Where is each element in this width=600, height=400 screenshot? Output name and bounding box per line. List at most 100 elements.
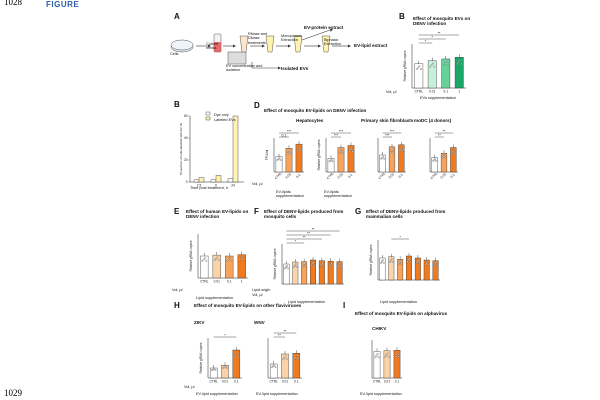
data-point xyxy=(451,152,453,154)
data-point xyxy=(213,259,216,262)
panel-a-culture: Culture media xyxy=(206,42,219,51)
data-point xyxy=(408,257,411,260)
x-tick-label: CTRL xyxy=(274,171,283,180)
data-point xyxy=(242,258,245,261)
panel-d-chart-modc: CTRL 0.01 0.1 **** xyxy=(430,129,458,180)
figure-heading: FIGURE xyxy=(46,0,80,9)
data-point xyxy=(399,260,402,263)
significance-label: ** xyxy=(443,129,446,133)
x-tick-label: CTRL xyxy=(326,171,335,180)
y-tick-label: 60 xyxy=(184,114,188,118)
significance-label: *** xyxy=(287,129,292,133)
data-point xyxy=(442,64,445,67)
centrifuge-icon xyxy=(227,51,247,65)
data-point xyxy=(387,355,390,358)
panel-b-title: Effect of mosquito EVs on DENV infection xyxy=(413,16,471,27)
data-point xyxy=(331,160,334,163)
panel-f-xlabel: Lipid supplementation xyxy=(288,300,325,304)
panel-g-xlabel: Lipid supplementation xyxy=(380,300,417,304)
data-point xyxy=(227,258,230,261)
panel-bb-chart: Proportion of cells labelled with EV, % 0… xyxy=(179,111,244,188)
data-point xyxy=(283,356,286,359)
data-point xyxy=(236,351,238,354)
data-point xyxy=(453,149,455,151)
data-point xyxy=(320,263,323,266)
data-point xyxy=(415,261,418,264)
x-tick-label: 0.1 xyxy=(295,173,301,179)
data-point xyxy=(435,261,437,264)
data-point xyxy=(287,151,290,153)
data-point xyxy=(401,146,403,149)
data-point xyxy=(426,261,429,263)
x-tick-label: 0.01 xyxy=(285,172,292,179)
data-point xyxy=(385,354,388,356)
data-point xyxy=(287,267,289,270)
panel-d-sub-0: Hepatocytes xyxy=(296,118,324,123)
panel-a-ev-conc: EV concentration and isolation xyxy=(226,64,263,73)
x-tick-label: 0.01 xyxy=(282,380,288,384)
data-point xyxy=(294,356,297,359)
data-point xyxy=(390,150,393,152)
data-point xyxy=(339,150,342,153)
bar xyxy=(301,261,308,285)
x-tick-label: 6 xyxy=(215,184,217,188)
bar xyxy=(232,115,239,183)
data-point xyxy=(319,265,322,267)
bar xyxy=(327,261,334,285)
panel-a-mono: Monophasic Extraction xyxy=(281,34,302,43)
x-tick-label: 1 xyxy=(458,90,460,94)
data-point xyxy=(375,354,378,357)
panel-h-label: H xyxy=(174,301,180,310)
data-point xyxy=(213,368,216,370)
y-tick-label: 0 xyxy=(186,180,188,184)
significance-label: ** xyxy=(303,235,306,239)
data-point xyxy=(350,147,353,149)
data-point xyxy=(351,150,354,153)
y-axis-label: Proportion of cells labelled with EV, % xyxy=(179,123,183,175)
bar xyxy=(210,179,217,183)
legend-swatch-dye xyxy=(205,111,211,116)
data-point xyxy=(433,264,436,266)
panel-d-chart-fib: CTRL 0.01 0.1 ****** xyxy=(378,129,406,180)
significance-label: *** xyxy=(334,133,339,137)
data-point xyxy=(321,262,324,264)
bar xyxy=(221,365,229,379)
data-point xyxy=(418,261,421,264)
bar xyxy=(398,144,405,173)
panel-i-sub: CHIKV xyxy=(372,326,387,331)
data-point xyxy=(384,355,387,358)
data-point xyxy=(425,262,428,265)
bar xyxy=(337,147,345,173)
data-point xyxy=(216,256,219,259)
data-point xyxy=(214,369,217,372)
panel-bb-legend-1: Labeled EVs xyxy=(214,118,236,122)
significance-label: * xyxy=(295,239,297,243)
panel-b-vol: Vol, µl xyxy=(386,90,397,94)
data-point xyxy=(238,258,241,261)
data-point xyxy=(427,263,429,266)
data-point xyxy=(299,149,302,152)
significance-label: * xyxy=(425,39,427,43)
data-point xyxy=(284,355,287,358)
data-point xyxy=(394,355,397,358)
panel-h-chart-wnv: CTRL 0.01 0.1 **** xyxy=(267,329,302,384)
data-point xyxy=(328,265,331,268)
data-point xyxy=(330,262,333,265)
data-point xyxy=(433,65,436,68)
panel-d-label: D xyxy=(254,101,260,110)
data-point xyxy=(452,150,454,153)
data-point xyxy=(400,262,403,265)
significance-label: ** xyxy=(438,31,441,35)
panel-g-label: G xyxy=(355,207,362,216)
y-axis-label: Relative gRNA copies xyxy=(369,244,373,275)
data-point xyxy=(205,259,208,262)
data-point xyxy=(400,148,402,151)
panel-i-title: Effect of mosquito EV-lipids on alphavir… xyxy=(355,311,448,316)
y-tick-label: 20 xyxy=(184,158,188,162)
data-point xyxy=(401,149,404,152)
data-point xyxy=(312,261,315,264)
significance-label: * xyxy=(224,333,226,337)
data-point xyxy=(382,155,385,158)
data-point xyxy=(226,259,229,262)
